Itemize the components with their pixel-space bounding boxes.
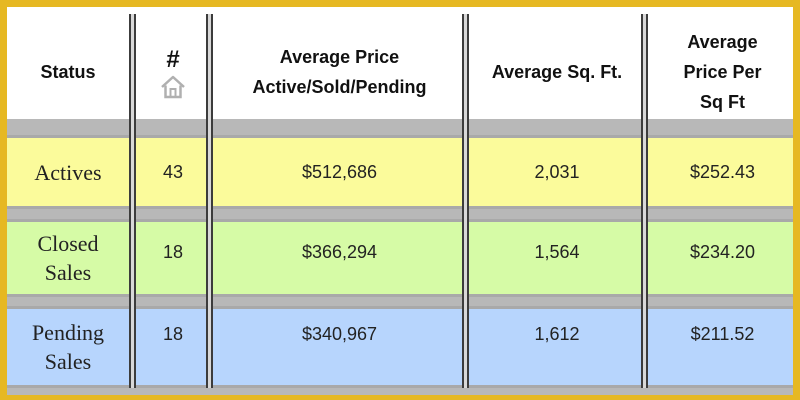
table-row-pending-status: Pending Sales xyxy=(7,309,129,385)
header-average-price-line1: Average Price xyxy=(279,47,400,67)
column-divider xyxy=(641,14,648,388)
table-row-actives-status: Actives xyxy=(7,138,129,206)
count-value: 18 xyxy=(162,241,184,262)
header-price-per-sqft-line1: Average xyxy=(687,32,758,52)
column-divider xyxy=(206,14,213,388)
table-row-closed-sqft: 1,564 xyxy=(473,222,641,282)
row-band-closed-sales xyxy=(7,219,793,297)
row-band-actives xyxy=(7,135,793,209)
table-row-pending-ppsf: $211.52 xyxy=(652,309,793,359)
header-count-label: # xyxy=(166,46,180,73)
status-label-line2: Sales xyxy=(44,260,92,285)
header-count: # xyxy=(140,47,206,127)
average-sqft-value: 2,031 xyxy=(534,161,580,182)
table-row-closed-count: 18 xyxy=(140,222,206,282)
market-stats-table: Status # Average Price Active/Sold/Pendi… xyxy=(7,7,793,395)
table-row-closed-ppsf: $234.20 xyxy=(652,222,793,282)
table-row-pending-price: $340,967 xyxy=(217,309,462,359)
row-band-pending-sales xyxy=(7,306,793,388)
column-divider xyxy=(462,14,469,388)
count-value: 43 xyxy=(162,161,184,182)
table-row-actives-sqft: 2,031 xyxy=(473,138,641,206)
header-average-sqft: Average Sq. Ft. xyxy=(473,7,641,137)
table-row-actives-price: $512,686 xyxy=(217,138,462,206)
price-per-sqft-value: $234.20 xyxy=(689,241,756,262)
column-divider xyxy=(129,14,136,388)
header-price-per-sqft-line2: Price Per xyxy=(683,62,762,82)
table-row-actives-ppsf: $252.43 xyxy=(652,138,793,206)
status-label-line2: Sales xyxy=(44,349,92,374)
house-icon xyxy=(161,75,185,99)
average-price-value: $340,967 xyxy=(301,323,378,344)
header-average-sqft-label: Average Sq. Ft. xyxy=(491,62,623,82)
header-average-price: Average Price Active/Sold/Pending xyxy=(217,7,462,137)
count-value: 18 xyxy=(162,323,184,344)
status-label: Pending xyxy=(31,320,105,345)
header-average-price-line2: Active/Sold/Pending xyxy=(252,77,427,97)
average-price-value: $366,294 xyxy=(301,241,378,262)
average-sqft-value: 1,612 xyxy=(534,323,580,344)
table-header xyxy=(7,7,793,119)
table-row-closed-status: Closed Sales xyxy=(7,222,129,294)
average-price-value: $512,686 xyxy=(301,161,378,182)
header-status: Status xyxy=(7,7,129,137)
table-row-actives-count: 43 xyxy=(140,138,206,206)
price-per-sqft-value: $211.52 xyxy=(690,323,755,344)
status-label: Actives xyxy=(34,159,102,185)
header-price-per-sqft-line3: Sq Ft xyxy=(700,92,745,112)
average-sqft-value: 1,564 xyxy=(534,241,580,262)
table-row-pending-sqft: 1,612 xyxy=(473,309,641,359)
header-price-per-sqft: Average Price Per Sq Ft xyxy=(652,24,793,120)
header-status-label: Status xyxy=(40,62,96,82)
table-row-closed-price: $366,294 xyxy=(217,222,462,282)
table-row-pending-count: 18 xyxy=(140,309,206,359)
status-label: Closed xyxy=(37,231,99,256)
price-per-sqft-value: $252.43 xyxy=(689,161,756,182)
